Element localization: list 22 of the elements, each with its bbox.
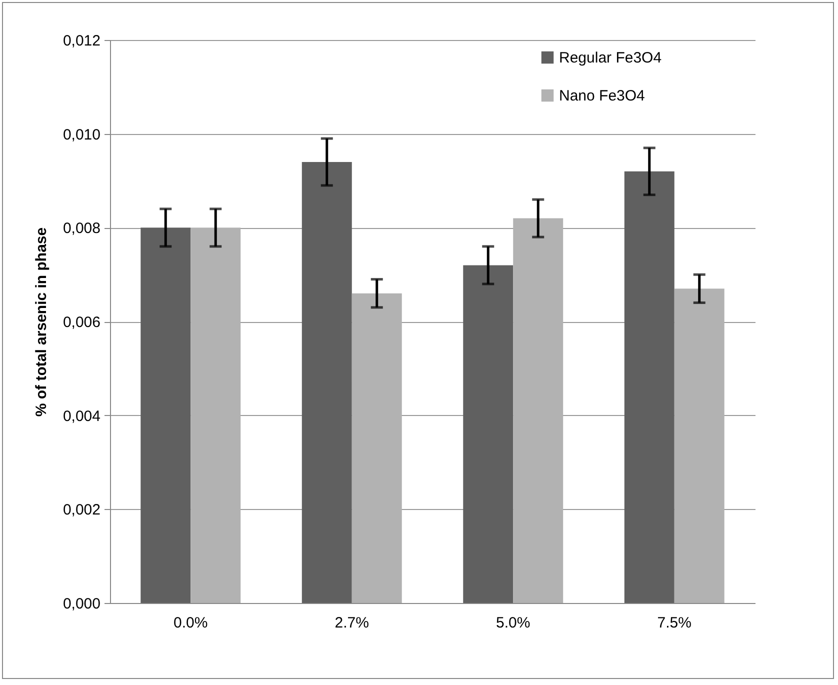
x-tick-label: 2.7% — [334, 614, 369, 632]
bar — [513, 218, 564, 603]
legend-label: Regular Fe3O4 — [559, 50, 662, 66]
x-tick-label: 0.0% — [174, 614, 208, 632]
y-tick-label: 0,006 — [62, 314, 100, 331]
y-tick-label: 0,012 — [62, 32, 100, 50]
y-tick-label: 0,000 — [62, 596, 100, 612]
y-tick-label: 0,010 — [62, 126, 100, 144]
bar — [624, 171, 674, 603]
bar — [352, 293, 402, 603]
bar — [140, 228, 191, 603]
x-tick-label: 5.0% — [496, 614, 530, 632]
y-axis-title: % of total arsenic in phase — [32, 227, 50, 417]
x-tick-label: 7.5% — [657, 614, 692, 632]
bar — [674, 288, 724, 603]
legend-label: Nano Fe3O4 — [559, 88, 645, 104]
y-tick-label: 0,002 — [62, 502, 100, 519]
y-tick-label: 0,008 — [62, 220, 100, 238]
bar — [302, 162, 352, 603]
y-tick-label: 0,004 — [62, 408, 100, 425]
bar — [190, 228, 241, 603]
bar — [463, 265, 514, 603]
